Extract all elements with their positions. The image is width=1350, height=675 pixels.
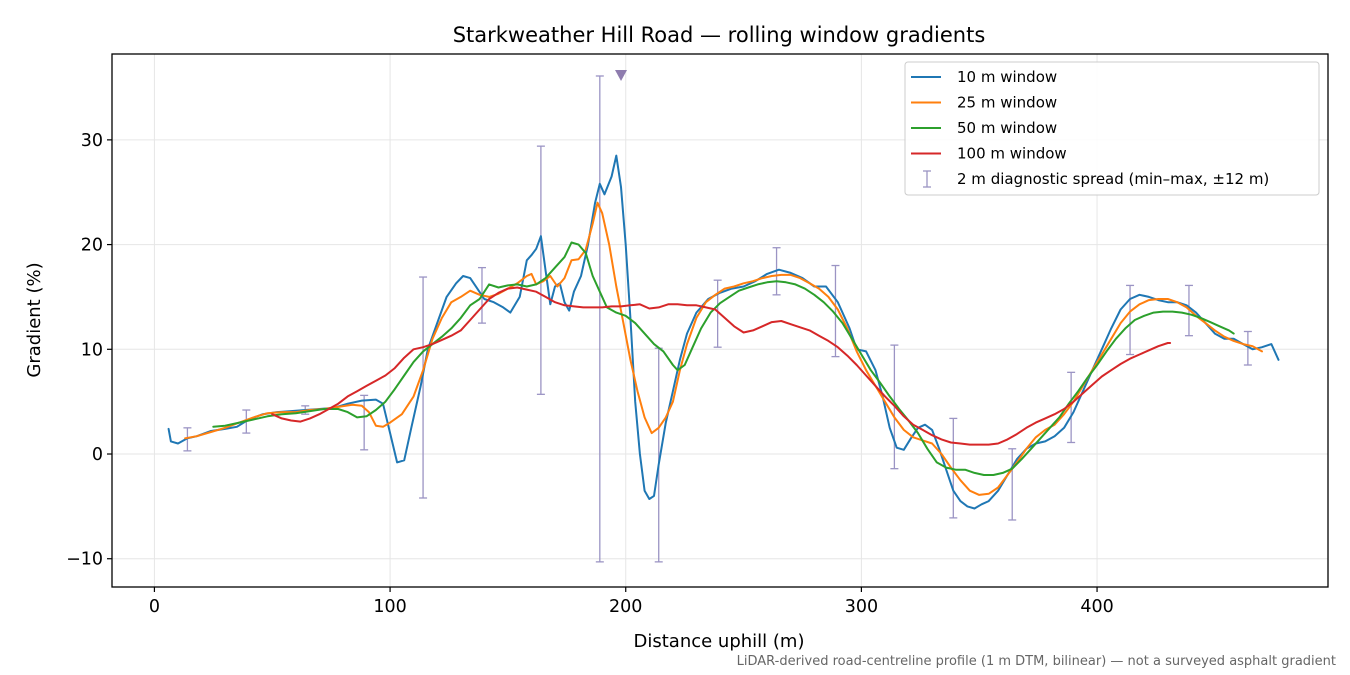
- x-tick-label: 100: [373, 597, 406, 617]
- diagnostic-spread-bars: [183, 75, 1252, 563]
- spread-bar: [419, 276, 428, 499]
- peak-marker: [615, 69, 628, 81]
- chart-caption: LiDAR-derived road-centreline profile (1…: [737, 654, 1336, 669]
- y-tick-label: 20: [81, 236, 103, 256]
- series-line-50m: [212, 241, 1235, 476]
- y-axis-label: Gradient (%): [24, 262, 45, 377]
- legend-label: 50 m window: [957, 119, 1057, 137]
- y-tick-label: 0: [92, 445, 103, 465]
- x-tick-label: 300: [845, 597, 878, 617]
- x-tick-label: 400: [1080, 597, 1113, 617]
- spread-bar: [1243, 330, 1252, 366]
- peak-marker-group: [615, 69, 628, 81]
- legend-entry: 2 m diagnostic spread (min–max, ±12 m): [923, 170, 1269, 188]
- series-line-25m: [184, 201, 1263, 496]
- legend-entry: 10 m window: [911, 68, 1057, 86]
- axis-ticks: 0 100 200 300 400 −10 0 10 20 30: [66, 131, 1114, 617]
- y-tick-label: 30: [81, 131, 103, 151]
- legend-entry: 50 m window: [911, 119, 1057, 137]
- x-tick-label: 0: [149, 597, 160, 617]
- plot-frame: [111, 53, 1329, 588]
- legend-entry: 25 m window: [911, 94, 1057, 112]
- x-axis-label: Distance uphill (m): [634, 631, 805, 652]
- chart-title: Starkweather Hill Road — rolling window …: [453, 23, 986, 47]
- spread-bar: [1008, 448, 1017, 521]
- spread-bar: [595, 75, 604, 563]
- spread-bar: [360, 394, 369, 451]
- spread-bar: [654, 347, 663, 563]
- spread-bar: [536, 145, 545, 395]
- y-tick-label: −10: [66, 550, 103, 570]
- legend-entry: 100 m window: [911, 145, 1067, 163]
- spread-bar: [1067, 371, 1076, 444]
- spread-bar: [713, 279, 722, 348]
- x-tick-label: 200: [609, 597, 642, 617]
- series-lines: [167, 154, 1280, 510]
- legend-label: 2 m diagnostic spread (min–max, ±12 m): [957, 170, 1269, 188]
- series-line-100m: [271, 286, 1172, 446]
- y-tick-label: 10: [81, 340, 103, 360]
- legend-label: 10 m window: [957, 68, 1057, 86]
- spread-bar: [831, 264, 840, 358]
- legend-label: 100 m window: [957, 145, 1067, 163]
- series-line-10m: [167, 154, 1280, 510]
- spread-bar: [1126, 284, 1135, 356]
- legend-label: 25 m window: [957, 94, 1057, 112]
- legend-box: [904, 61, 1320, 196]
- legend: 10 m window 25 m window 50 m window 100 m w…: [904, 61, 1320, 196]
